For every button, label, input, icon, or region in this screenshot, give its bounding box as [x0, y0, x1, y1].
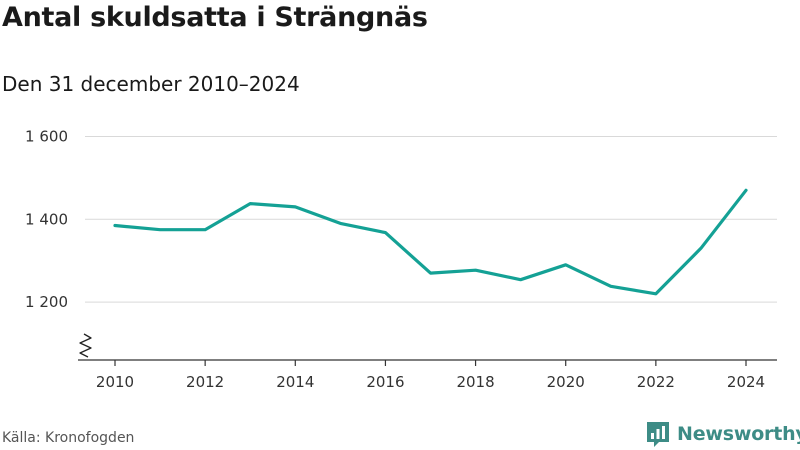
gridlines — [85, 136, 777, 303]
brand-name: Newsworthy — [677, 423, 800, 445]
brand-logo: Newsworthy — [645, 420, 800, 448]
axis-break-icon — [79, 333, 92, 358]
x-tick-label: 2018 — [456, 373, 494, 391]
y-axis-labels: 1 200 1 400 1 600 — [25, 128, 68, 312]
series-lines — [113, 188, 748, 296]
x-tick-label: 2014 — [276, 373, 314, 391]
y-tick-label: 1 400 — [25, 210, 68, 228]
y-tick-label: 1 600 — [25, 128, 68, 146]
x-tick-label: 2022 — [637, 373, 675, 391]
source-note: Källa: Kronofogden — [2, 430, 135, 446]
newsworthy-logo-icon — [647, 422, 669, 447]
y-tick-label: 1 200 — [25, 293, 68, 311]
x-tick-label: 2024 — [727, 373, 765, 391]
x-tick-label: 2020 — [547, 373, 585, 391]
axis-break-zigzag — [79, 333, 92, 358]
chart-subtitle: Den 31 december 2010–2024 — [2, 72, 300, 96]
x-tick-label: 2012 — [186, 373, 224, 391]
x-tick-label: 2016 — [366, 373, 404, 391]
x-axis: 2010 2012 2014 2016 2018 2020 2022 2024 — [78, 359, 777, 391]
series-line — [113, 188, 748, 296]
chart-title: Antal skuldsatta i Strängnäs — [2, 2, 428, 33]
x-tick-label: 2010 — [96, 373, 134, 391]
